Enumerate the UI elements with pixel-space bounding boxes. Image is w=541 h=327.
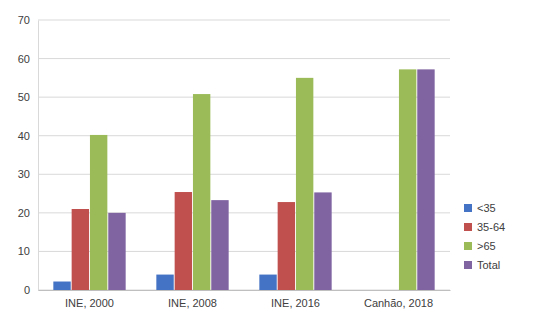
x-tick: INE, 2000 <box>65 290 114 309</box>
bar <box>211 200 228 290</box>
y-tick-label: 10 <box>18 245 30 257</box>
bars <box>53 69 434 290</box>
grid <box>38 20 450 290</box>
bar <box>399 69 416 290</box>
legend-swatch <box>464 223 472 231</box>
bar <box>314 192 331 290</box>
y-tick: 30 <box>18 168 38 180</box>
bar <box>259 275 276 290</box>
x-axis-line <box>39 290 451 291</box>
y-tick: 10 <box>18 245 38 257</box>
x-tick-label: INE, 2000 <box>65 297 114 309</box>
y-axis: 0 10 20 30 40 50 60 70 <box>18 14 39 296</box>
legend-swatch <box>464 204 472 212</box>
bar <box>72 209 89 290</box>
y-tick-label: 0 <box>24 284 30 296</box>
legend-swatch <box>464 261 472 269</box>
legend-entry: <35 <box>464 202 496 214</box>
bar <box>296 78 313 290</box>
bar <box>193 94 210 290</box>
plot: 010203040506070INE, 2000INE, 2008INE, 20… <box>18 14 451 309</box>
bar <box>278 202 295 290</box>
bar <box>90 135 107 290</box>
x-tick-label: INE, 2016 <box>271 297 320 309</box>
x-tick-label: Canhão, 2018 <box>364 297 433 309</box>
x-tick-label: INE, 2008 <box>168 297 217 309</box>
legend-entry: >65 <box>464 240 496 252</box>
y-tick-label: 20 <box>18 207 30 219</box>
grid-line <box>38 58 450 59</box>
y-tick: 20 <box>18 207 38 219</box>
bar <box>156 275 173 290</box>
legend-entry: Total <box>464 259 500 271</box>
legend-swatch <box>464 242 472 250</box>
y-tick-label: 50 <box>18 91 30 103</box>
legend-entry: 35-64 <box>464 221 505 233</box>
y-tick-label: 70 <box>18 14 30 26</box>
grid-line <box>38 97 450 98</box>
legend-label: <35 <box>477 202 496 214</box>
bar <box>53 282 70 290</box>
y-tick-label: 30 <box>18 168 30 180</box>
legend-label: Total <box>477 259 500 271</box>
bar <box>175 192 192 290</box>
y-tick: 0 <box>24 284 38 296</box>
y-tick-label: 40 <box>18 130 30 142</box>
y-tick: 40 <box>18 130 38 142</box>
x-tick: INE, 2016 <box>271 290 320 309</box>
legend-label: >65 <box>477 240 496 252</box>
bar <box>108 213 125 290</box>
legend-label: 35-64 <box>477 221 505 233</box>
series <box>108 69 434 290</box>
x-tick: INE, 2008 <box>168 290 217 309</box>
y-tick-label: 60 <box>18 53 30 65</box>
x-axis: INE, 2000 INE, 2008 INE, 2016 Canhão, 2018 <box>39 290 451 309</box>
chart: 010203040506070INE, 2000INE, 2008INE, 20… <box>0 0 541 327</box>
y-tick: 70 <box>18 14 38 26</box>
legend: <35 35-64 >65 Total <box>464 202 505 271</box>
y-tick: 50 <box>18 91 38 103</box>
y-axis-line <box>38 21 39 291</box>
y-tick: 60 <box>18 53 38 65</box>
bar <box>417 69 434 290</box>
grid-line <box>38 20 450 21</box>
series <box>90 69 416 290</box>
x-tick: Canhão, 2018 <box>364 290 433 309</box>
